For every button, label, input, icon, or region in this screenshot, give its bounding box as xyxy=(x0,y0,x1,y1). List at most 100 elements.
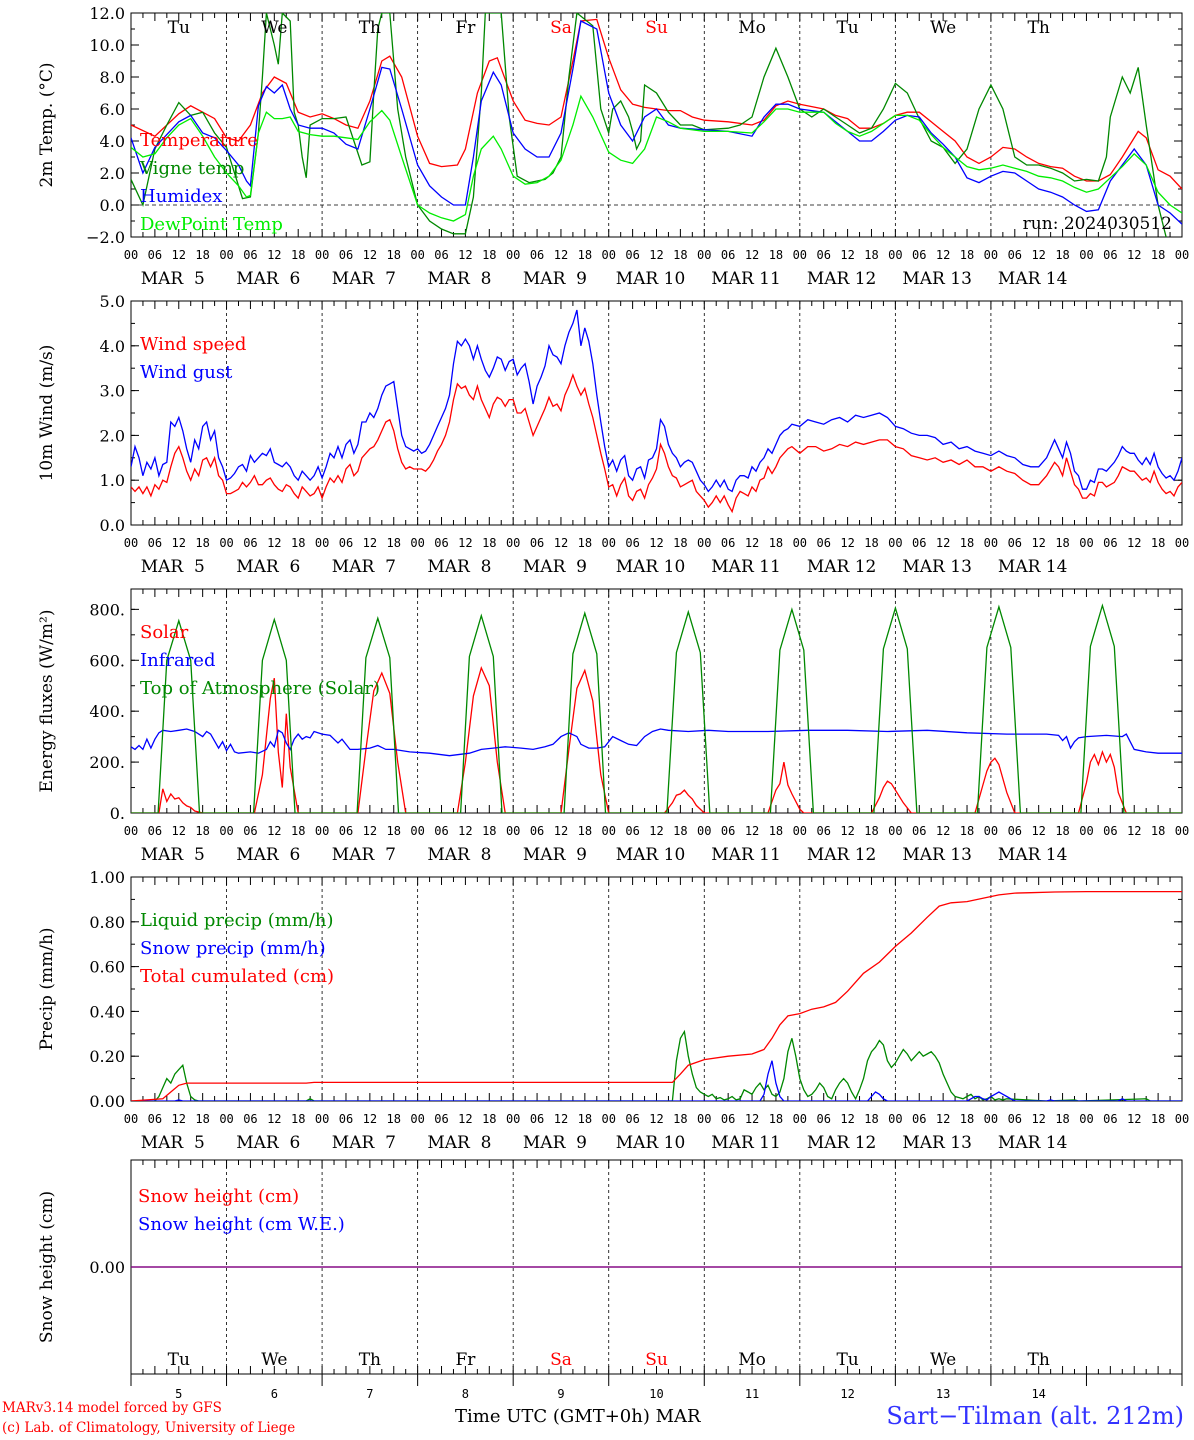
y-tick-label: 600. xyxy=(89,651,125,670)
hour-label: 18 xyxy=(673,1112,687,1126)
hour-label: 00 xyxy=(124,248,138,262)
hour-label: 12 xyxy=(745,1112,759,1126)
date-label: MAR 7 xyxy=(332,1133,396,1153)
y-tick-label: 0.00 xyxy=(89,1092,125,1111)
hour-label: 12 xyxy=(172,536,186,550)
hour-label: 00 xyxy=(219,1112,233,1126)
y-axis-label: 2m Temp. (°C) xyxy=(37,62,57,187)
hour-label: 18 xyxy=(769,1112,783,1126)
hour-label: 18 xyxy=(291,536,305,550)
hour-label: 18 xyxy=(195,1112,209,1126)
hour-label: 06 xyxy=(1008,1112,1022,1126)
y-tick-label: 0.60 xyxy=(89,958,125,977)
hour-label: 06 xyxy=(1103,536,1117,550)
panel-4: 0.00 0.20 0.40 0.60 0.80 1.00 Precip (mm/h) Liq… xyxy=(37,868,1189,1153)
hour-label: 06 xyxy=(530,1112,544,1126)
hour-label: 06 xyxy=(912,248,926,262)
hour-label: 00 xyxy=(410,1112,424,1126)
day-label: Tu xyxy=(168,1350,190,1370)
hour-label: 06 xyxy=(1103,248,1117,262)
hour-label: 12 xyxy=(554,248,568,262)
hour-label: 06 xyxy=(243,1112,257,1126)
series-line xyxy=(131,1029,1182,1101)
hour-label: 18 xyxy=(195,536,209,550)
hour-label: 12 xyxy=(936,248,950,262)
date-label: MAR 7 xyxy=(332,557,396,577)
hour-label: 06 xyxy=(1103,824,1117,838)
date-label: MAR 11 xyxy=(711,269,781,289)
series-line xyxy=(131,13,1167,237)
hour-label: 06 xyxy=(1103,1112,1117,1126)
day-number: 5 xyxy=(175,1387,182,1401)
day-label: Sa xyxy=(550,1350,572,1370)
hour-label: 06 xyxy=(148,824,162,838)
date-label: MAR 8 xyxy=(427,557,491,577)
hour-label: 18 xyxy=(864,248,878,262)
hour-label: 12 xyxy=(267,1112,281,1126)
date-label: MAR 8 xyxy=(427,269,491,289)
y-tick-label: 4.0 xyxy=(100,132,125,151)
legend-entry: Total cumulated (cm) xyxy=(140,966,334,987)
date-label: MAR 10 xyxy=(616,557,686,577)
hour-label: 00 xyxy=(1175,536,1189,550)
hour-label: 12 xyxy=(840,248,854,262)
hour-label: 12 xyxy=(458,824,472,838)
hour-label: 12 xyxy=(1127,536,1141,550)
day-label: We xyxy=(930,1350,956,1370)
hour-label: 18 xyxy=(673,824,687,838)
date-label: MAR 8 xyxy=(427,1133,491,1153)
y-tick-label: 0.0 xyxy=(100,516,125,535)
hour-label: 12 xyxy=(458,536,472,550)
date-label: MAR 14 xyxy=(998,269,1068,289)
day-label: Th xyxy=(1028,1350,1050,1370)
date-label: MAR 5 xyxy=(141,269,205,289)
hour-label: 00 xyxy=(888,824,902,838)
panel-2: 0.0 1.0 2.0 3.0 4.0 5.0 10m Wind (m/s) Wind spe… xyxy=(37,292,1189,577)
hour-label: 06 xyxy=(816,536,830,550)
date-label: MAR 13 xyxy=(902,1133,972,1153)
hour-label: 00 xyxy=(888,1112,902,1126)
date-label: MAR 8 xyxy=(427,845,491,865)
date-label: MAR 14 xyxy=(998,1133,1068,1153)
hour-label: 06 xyxy=(434,824,448,838)
hour-label: 18 xyxy=(960,248,974,262)
plot-frame xyxy=(130,12,1183,238)
day-number: 14 xyxy=(1031,1387,1045,1401)
hour-label: 00 xyxy=(602,536,616,550)
day-label: Tu xyxy=(168,18,190,38)
hour-label: 00 xyxy=(793,248,807,262)
y-tick-label: 10.0 xyxy=(89,36,125,55)
date-label: MAR 11 xyxy=(711,1133,781,1153)
y-axis-label: Precip (mm/h) xyxy=(37,927,57,1050)
date-label: MAR 14 xyxy=(998,845,1068,865)
hour-label: 18 xyxy=(1055,536,1069,550)
hour-label: 12 xyxy=(1127,824,1141,838)
hour-label: 00 xyxy=(888,536,902,550)
hour-label: 00 xyxy=(602,248,616,262)
hour-label: 00 xyxy=(1175,248,1189,262)
panel-3: 0. 200. 400. 600. 800. Energy fluxes (W/m²) So… xyxy=(37,588,1189,865)
hour-label: 00 xyxy=(793,824,807,838)
hour-label: 18 xyxy=(578,536,592,550)
hour-label: 18 xyxy=(1055,248,1069,262)
hour-label: 06 xyxy=(148,1112,162,1126)
hour-label: 18 xyxy=(578,1112,592,1126)
hour-label: 00 xyxy=(1079,248,1093,262)
hour-label: 18 xyxy=(673,536,687,550)
date-label: MAR 12 xyxy=(807,1133,877,1153)
day-label: Su xyxy=(645,18,668,38)
date-label: MAR 13 xyxy=(902,845,972,865)
hour-label: 00 xyxy=(410,248,424,262)
legend-entry: Temperature xyxy=(140,130,258,151)
date-label: MAR 9 xyxy=(523,269,587,289)
hour-label: 00 xyxy=(697,248,711,262)
hour-label: 12 xyxy=(745,536,759,550)
date-label: MAR 14 xyxy=(998,557,1068,577)
hour-label: 06 xyxy=(625,248,639,262)
hour-label: 06 xyxy=(625,1112,639,1126)
legend-entry: Vigne temp xyxy=(139,158,244,179)
hour-label: 18 xyxy=(960,824,974,838)
hour-label: 06 xyxy=(339,536,353,550)
date-label: MAR 6 xyxy=(236,845,300,865)
x-axis-title: Time UTC (GMT+0h) MAR xyxy=(455,1406,701,1427)
